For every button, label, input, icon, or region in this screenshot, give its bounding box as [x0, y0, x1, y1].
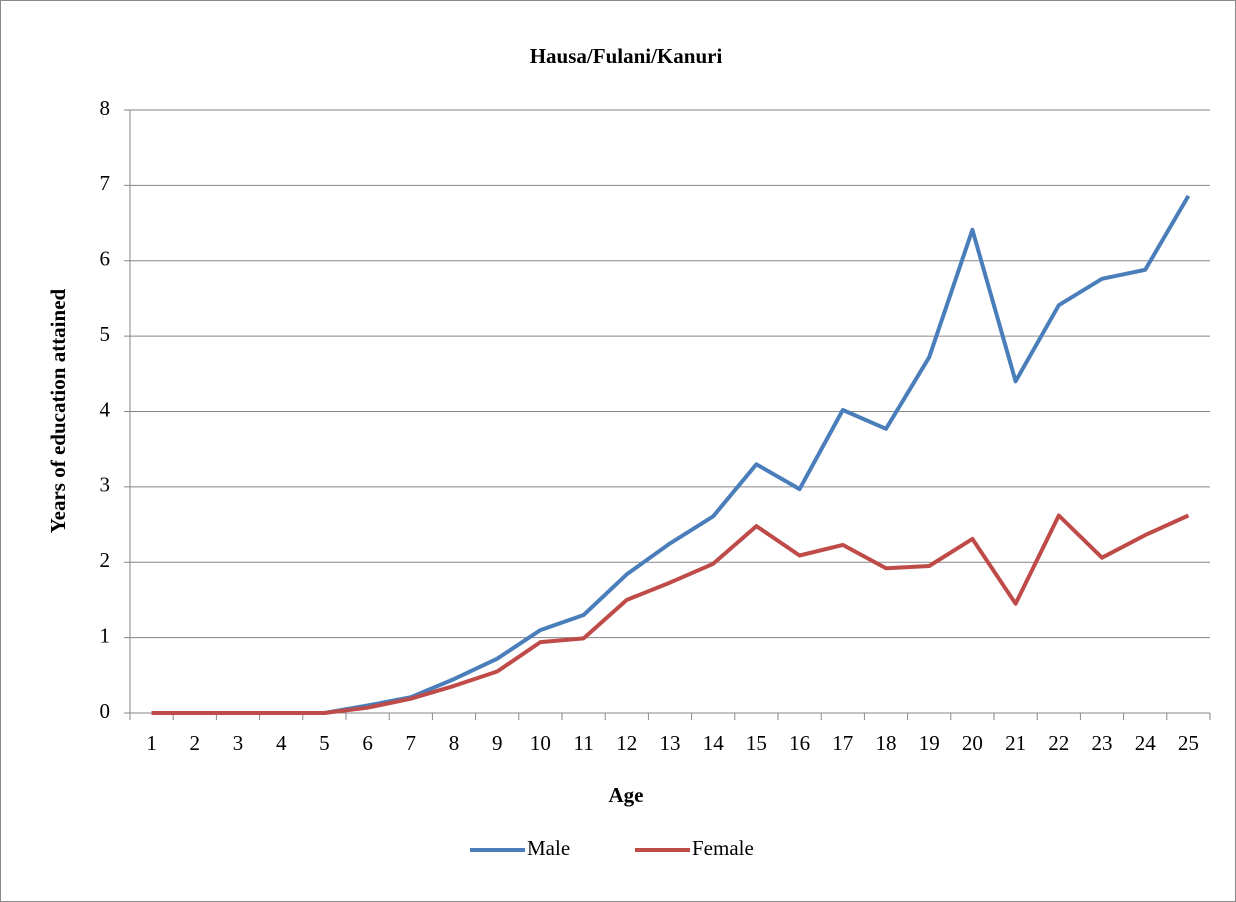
x-tick-label: 19 — [919, 731, 940, 755]
x-tick-label: 11 — [573, 731, 593, 755]
x-tick-label: 1 — [146, 731, 157, 755]
y-tick-label: 2 — [100, 548, 111, 572]
y-tick-label: 4 — [100, 397, 111, 421]
x-tick-label: 10 — [530, 731, 551, 755]
x-tick-label: 5 — [319, 731, 330, 755]
x-tick-label: 4 — [276, 731, 287, 755]
x-tick-label: 14 — [703, 731, 725, 755]
y-tick-label: 8 — [100, 96, 111, 120]
x-tick-label: 20 — [962, 731, 983, 755]
x-axis-label: Age — [609, 783, 644, 807]
x-tick-label: 24 — [1135, 731, 1157, 755]
chart-title: Hausa/Fulani/Kanuri — [530, 44, 723, 68]
x-tick-label: 21 — [1005, 731, 1026, 755]
x-tick-label: 7 — [406, 731, 417, 755]
y-tick-label: 0 — [100, 699, 111, 723]
y-tick-label: 3 — [100, 473, 111, 497]
x-tick-label: 8 — [449, 731, 460, 755]
x-tick-label: 12 — [616, 731, 637, 755]
legend-label: Female — [692, 836, 754, 860]
y-tick-label: 6 — [100, 247, 111, 271]
y-tick-label: 7 — [100, 171, 111, 195]
y-tick-label: 1 — [100, 623, 111, 647]
x-tick-label: 18 — [876, 731, 897, 755]
x-tick-label: 13 — [660, 731, 681, 755]
x-tick-label: 15 — [746, 731, 767, 755]
x-tick-label: 23 — [1092, 731, 1113, 755]
series-line — [151, 513, 1190, 715]
x-tick-label: 6 — [362, 731, 373, 755]
x-tick-label: 2 — [190, 731, 201, 755]
x-tick-label: 25 — [1178, 731, 1199, 755]
x-tick-label: 16 — [789, 731, 810, 755]
y-axis-label: Years of education attained — [46, 288, 70, 533]
x-tick-label: 17 — [832, 731, 853, 755]
x-tick-label: 22 — [1048, 731, 1069, 755]
x-tick-label: 3 — [233, 731, 244, 755]
legend-label: Male — [527, 836, 570, 860]
x-tick-label: 9 — [492, 731, 503, 755]
y-tick-label: 5 — [100, 322, 111, 346]
